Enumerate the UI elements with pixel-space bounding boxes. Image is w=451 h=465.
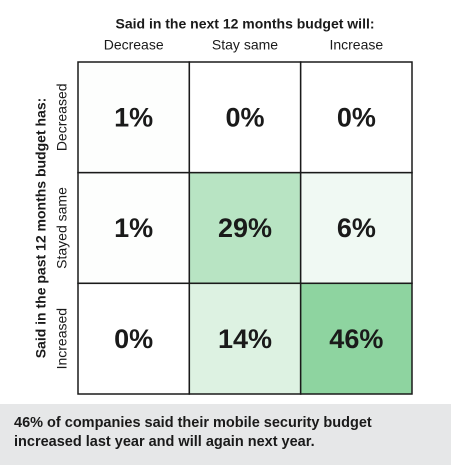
y-title: Said in the past 12 months budget has: xyxy=(33,98,49,359)
y-category-label: Stayed same xyxy=(54,187,70,269)
cell-label: 1% xyxy=(114,213,153,243)
cell xyxy=(299,171,413,285)
cell xyxy=(77,61,191,174)
x-category-label: Stay same xyxy=(212,37,278,53)
cell-label: 46% xyxy=(329,324,383,354)
y-category-label: Decreased xyxy=(54,83,70,151)
cell xyxy=(299,282,413,395)
cell-label: 1% xyxy=(114,102,153,132)
cell xyxy=(188,171,302,285)
cell-label: 29% xyxy=(218,213,272,243)
cell xyxy=(188,282,302,395)
chart: Said in the next 12 months budget will: … xyxy=(33,16,413,395)
cell-label: 0% xyxy=(114,324,153,354)
annotation: 46% of companies said their mobile secur… xyxy=(14,415,372,450)
cell xyxy=(299,61,413,174)
cell xyxy=(188,61,302,174)
annotation-box: 46% of companies said their mobile secur… xyxy=(0,404,451,465)
y-category-label: Increased xyxy=(54,308,70,369)
chart-title: Said in the next 12 months budget will: xyxy=(115,16,374,32)
cell-label: 6% xyxy=(337,213,376,243)
cell-label: 14% xyxy=(218,324,272,354)
x-category-label: Decrease xyxy=(104,37,164,53)
x-category-label: Increase xyxy=(329,37,383,53)
cell-label: 0% xyxy=(337,102,376,132)
cell-label: 0% xyxy=(225,102,264,132)
cell xyxy=(77,282,191,395)
cell xyxy=(77,171,191,285)
